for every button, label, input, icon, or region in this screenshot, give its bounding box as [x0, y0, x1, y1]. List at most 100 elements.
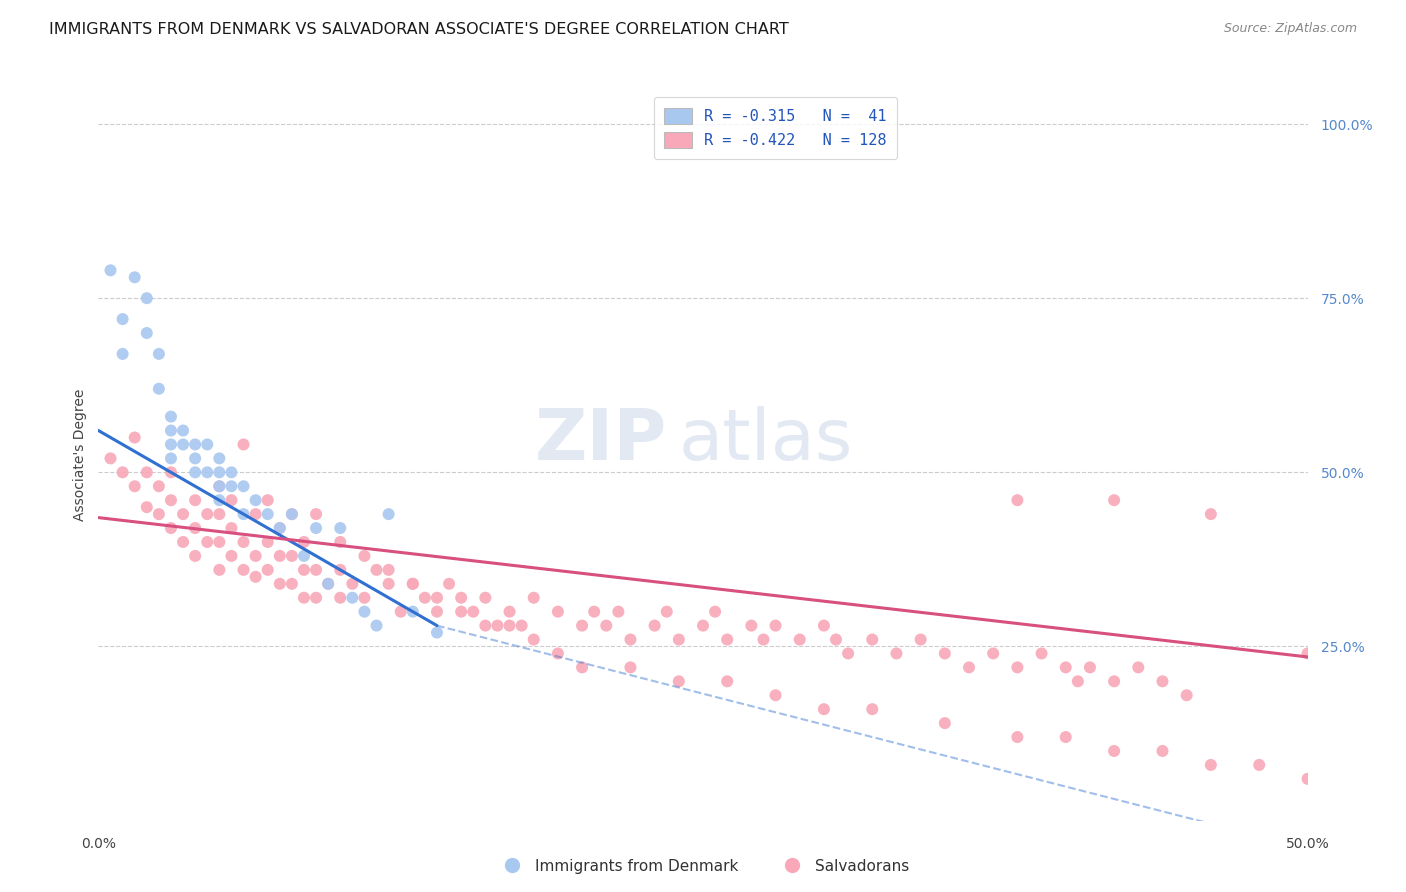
Point: [148, 507, 170, 521]
Point: [221, 466, 243, 480]
Point: [184, 437, 207, 451]
Point: [1102, 674, 1125, 689]
Text: Source: ZipAtlas.com: Source: ZipAtlas.com: [1223, 22, 1357, 36]
Point: [1152, 744, 1174, 758]
Point: [342, 591, 364, 605]
Point: [595, 618, 617, 632]
Point: [316, 576, 339, 591]
Point: [1249, 758, 1271, 772]
Point: [281, 507, 304, 521]
Point: [160, 466, 183, 480]
Point: [184, 451, 207, 466]
Point: [1296, 647, 1319, 661]
Point: [160, 424, 183, 438]
Point: [256, 507, 278, 521]
Point: [232, 437, 254, 451]
Point: [245, 493, 267, 508]
Point: [245, 507, 267, 521]
Point: [789, 632, 811, 647]
Point: [1296, 772, 1319, 786]
Point: [111, 347, 134, 361]
Point: [221, 479, 243, 493]
Point: [353, 605, 375, 619]
Point: [232, 479, 254, 493]
Point: [245, 549, 267, 563]
Point: [160, 437, 183, 451]
Point: [292, 535, 315, 549]
Point: [740, 618, 762, 632]
Point: [135, 466, 157, 480]
Point: [1102, 493, 1125, 508]
Point: [981, 647, 1004, 661]
Point: [463, 605, 485, 619]
Point: [305, 591, 328, 605]
Point: [124, 430, 146, 444]
Point: [366, 563, 388, 577]
Point: [571, 618, 593, 632]
Point: [1152, 674, 1174, 689]
Point: [353, 549, 375, 563]
Point: [668, 632, 690, 647]
Point: [124, 270, 146, 285]
Point: [607, 605, 630, 619]
Point: [704, 605, 727, 619]
Point: [172, 424, 194, 438]
Point: [957, 660, 980, 674]
Point: [184, 549, 207, 563]
Point: [292, 563, 315, 577]
Point: [245, 570, 267, 584]
Point: [269, 576, 291, 591]
Point: [232, 507, 254, 521]
Point: [111, 466, 134, 480]
Point: [221, 493, 243, 508]
Point: [402, 576, 425, 591]
Point: [366, 618, 388, 632]
Point: [232, 563, 254, 577]
Point: [1199, 507, 1222, 521]
Point: [1175, 688, 1198, 702]
Point: [208, 466, 231, 480]
Point: [655, 605, 678, 619]
Text: ZIP: ZIP: [534, 406, 666, 475]
Point: [195, 466, 218, 480]
Point: [413, 591, 436, 605]
Point: [232, 535, 254, 549]
Point: [474, 591, 496, 605]
Point: [498, 605, 520, 619]
Point: [644, 618, 666, 632]
Point: [1031, 647, 1053, 661]
Text: IMMIGRANTS FROM DENMARK VS SALVADORAN ASSOCIATE'S DEGREE CORRELATION CHART: IMMIGRANTS FROM DENMARK VS SALVADORAN AS…: [49, 22, 789, 37]
Point: [305, 507, 328, 521]
Point: [184, 493, 207, 508]
Point: [100, 451, 122, 466]
Point: [1007, 493, 1029, 508]
Point: [135, 500, 157, 515]
Point: [111, 312, 134, 326]
Point: [716, 674, 738, 689]
Point: [1078, 660, 1101, 674]
Point: [523, 591, 546, 605]
Point: [934, 716, 956, 731]
Legend: Immigrants from Denmark, Salvadorans: Immigrants from Denmark, Salvadorans: [491, 853, 915, 880]
Point: [1054, 730, 1077, 744]
Point: [765, 688, 787, 702]
Point: [256, 563, 278, 577]
Point: [329, 521, 352, 535]
Point: [860, 702, 883, 716]
Point: [208, 507, 231, 521]
Point: [292, 549, 315, 563]
Point: [100, 263, 122, 277]
Point: [208, 563, 231, 577]
Point: [1007, 730, 1029, 744]
Point: [292, 591, 315, 605]
Point: [208, 479, 231, 493]
Point: [1054, 660, 1077, 674]
Point: [450, 591, 472, 605]
Point: [221, 521, 243, 535]
Point: [329, 563, 352, 577]
Point: [765, 618, 787, 632]
Point: [716, 632, 738, 647]
Point: [281, 576, 304, 591]
Point: [583, 605, 606, 619]
Point: [934, 647, 956, 661]
